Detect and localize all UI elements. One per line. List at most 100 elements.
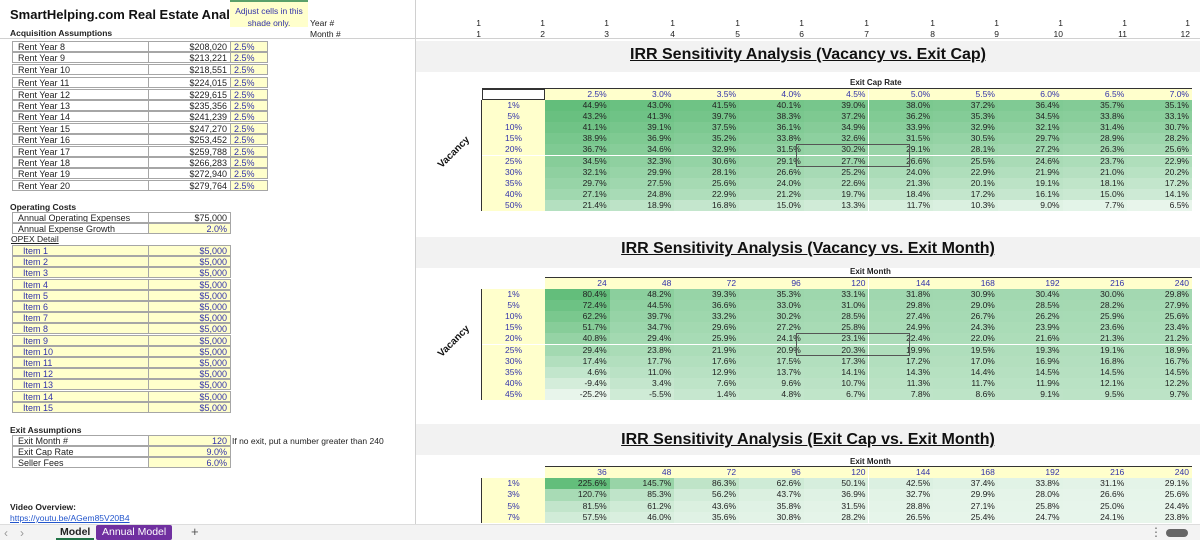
heat-cell[interactable]: 16.9% <box>997 355 1063 367</box>
heat-cell[interactable]: 38.0% <box>868 100 934 112</box>
heat-cell[interactable]: -25.2% <box>545 388 610 400</box>
heat-cell[interactable]: 34.6% <box>609 144 675 156</box>
heat-cell[interactable]: 6.5% <box>1127 199 1192 211</box>
heat-cell[interactable]: 39.0% <box>803 100 869 112</box>
rent-growth-input[interactable]: 2.5% <box>230 168 268 180</box>
opex-item-label[interactable]: Item 11 <box>12 357 149 368</box>
heat-cell[interactable]: 35.6% <box>674 511 740 524</box>
heat-cell[interactable]: 16.7% <box>1127 355 1192 367</box>
heat-cell[interactable]: 38.9% <box>545 133 610 145</box>
heat-cell[interactable]: 21.0% <box>1062 166 1128 178</box>
heat-cell[interactable]: 15.0% <box>739 199 804 211</box>
exit-row-input[interactable]: 120 <box>148 435 231 446</box>
heat-cell[interactable]: 43.7% <box>739 489 804 501</box>
rent-growth-input[interactable]: 2.5% <box>230 122 268 134</box>
heat-cell[interactable]: 29.7% <box>997 133 1063 145</box>
heat-cell[interactable]: 30.2% <box>739 311 804 323</box>
heat-cell[interactable]: 29.1% <box>868 144 934 156</box>
opex-item-label[interactable]: Item 13 <box>12 379 149 391</box>
opex-item-label[interactable]: Item 9 <box>12 334 149 346</box>
heat-cell[interactable]: 25.6% <box>1127 311 1192 323</box>
heat-cell[interactable]: 20.2% <box>1127 166 1192 178</box>
rent-growth-input[interactable]: 2.5% <box>230 145 268 157</box>
heat-cell[interactable]: 29.7% <box>545 177 610 189</box>
heat-cell[interactable]: 19.9% <box>868 344 934 356</box>
heat-cell[interactable]: 17.6% <box>674 355 740 367</box>
heat-cell[interactable]: 14.5% <box>997 366 1063 378</box>
rent-growth-input[interactable]: 2.5% <box>230 179 268 191</box>
heat-cell[interactable]: 32.9% <box>933 122 998 134</box>
rent-growth-input[interactable]: 2.5% <box>230 157 268 168</box>
heat-cell[interactable]: 7.8% <box>868 388 934 400</box>
heat-cell[interactable]: 13.3% <box>803 199 869 211</box>
heat-cell[interactable]: 20.1% <box>933 177 998 189</box>
heat-cell[interactable]: 11.0% <box>609 366 675 378</box>
heat-cell[interactable]: 35.7% <box>1062 100 1128 112</box>
heat-cell[interactable]: 22.0% <box>933 333 998 345</box>
heat-cell[interactable]: 28.0% <box>997 489 1063 501</box>
heat-cell[interactable]: 33.8% <box>997 478 1063 490</box>
heat-cell[interactable]: 19.5% <box>933 344 998 356</box>
heat-cell[interactable]: 38.3% <box>739 111 804 123</box>
heat-cell[interactable]: 21.3% <box>1062 333 1128 345</box>
heat-cell[interactable]: 62.2% <box>545 311 610 323</box>
horizontal-scrollbar[interactable] <box>1166 529 1188 537</box>
heat-cell[interactable]: 50.1% <box>803 478 869 490</box>
heat-cell[interactable]: 29.1% <box>739 155 804 167</box>
heat-cell[interactable]: 23.1% <box>803 333 869 345</box>
heat-cell[interactable]: -9.4% <box>545 377 610 389</box>
heat-cell[interactable]: 44.5% <box>609 300 675 312</box>
heat-cell[interactable]: 51.7% <box>545 322 610 334</box>
heat-cell[interactable]: 9.5% <box>1062 388 1128 400</box>
heat-cell[interactable]: 28.2% <box>1062 300 1128 312</box>
heat-cell[interactable]: 33.9% <box>868 122 934 134</box>
heat-cell[interactable]: 24.9% <box>868 322 934 334</box>
opex-item-label[interactable]: Item 5 <box>12 289 149 301</box>
heat-cell[interactable]: 42.5% <box>868 478 934 490</box>
heat-cell[interactable]: 25.6% <box>1127 489 1192 501</box>
heat-cell[interactable]: 27.1% <box>545 188 610 200</box>
heat-cell[interactable]: 25.6% <box>674 177 740 189</box>
opex-item-value[interactable]: $5,000 <box>148 278 231 290</box>
heat-cell[interactable]: 36.9% <box>609 133 675 145</box>
heat-cell[interactable]: 24.1% <box>1062 511 1128 524</box>
opex-item-value[interactable]: $5,000 <box>148 368 231 380</box>
heat-cell[interactable]: 12.1% <box>1062 377 1128 389</box>
more-options-icon[interactable]: ⋮ <box>1150 525 1162 539</box>
heat-cell[interactable]: 17.5% <box>739 355 804 367</box>
heat-cell[interactable]: 24.0% <box>739 177 804 189</box>
heat-cell[interactable]: 33.1% <box>803 289 869 301</box>
heat-cell[interactable]: 11.7% <box>868 199 934 211</box>
heat-cell[interactable]: 31.0% <box>803 300 869 312</box>
heat-cell[interactable]: 40.8% <box>545 333 610 345</box>
rent-growth-input[interactable]: 2.5% <box>230 111 268 123</box>
heat-cell[interactable]: 22.9% <box>1127 155 1192 167</box>
heat-cell[interactable]: 43.0% <box>609 100 675 112</box>
heat-cell[interactable]: 24.8% <box>609 188 675 200</box>
heat-cell[interactable]: 27.4% <box>868 311 934 323</box>
heat-cell[interactable]: 36.2% <box>868 111 934 123</box>
heat-cell[interactable]: 10.7% <box>803 377 869 389</box>
heat-cell[interactable]: -5.5% <box>609 388 675 400</box>
exit-row-input[interactable]: 9.0% <box>148 446 231 458</box>
heat-cell[interactable]: 36.7% <box>545 144 610 156</box>
heat-cell[interactable]: 57.5% <box>545 511 610 524</box>
heat-cell[interactable]: 24.4% <box>1127 500 1192 512</box>
heat-cell[interactable]: 145.7% <box>609 478 675 490</box>
heat-cell[interactable]: 29.6% <box>674 322 740 334</box>
heat-cell[interactable]: 14.5% <box>1127 366 1192 378</box>
heat-cell[interactable]: 17.3% <box>803 355 869 367</box>
heat-cell[interactable]: 14.5% <box>1062 366 1128 378</box>
heat-cell[interactable]: 17.2% <box>868 355 934 367</box>
heat-cell[interactable]: 32.6% <box>803 133 869 145</box>
heat-cell[interactable]: 29.1% <box>1127 478 1192 490</box>
heat-cell[interactable]: 25.5% <box>933 155 998 167</box>
heat-cell[interactable]: 56.2% <box>674 489 740 501</box>
rent-growth-input[interactable]: 2.5% <box>230 63 268 75</box>
heat-cell[interactable]: 62.6% <box>739 478 804 490</box>
heat-cell[interactable]: 9.1% <box>997 388 1063 400</box>
opex-item-label[interactable]: Item 15 <box>12 401 149 413</box>
opex-item-label[interactable]: Item 6 <box>12 301 149 312</box>
opex-row-value[interactable]: 2.0% <box>148 223 231 235</box>
heat-cell[interactable]: 27.7% <box>803 155 869 167</box>
